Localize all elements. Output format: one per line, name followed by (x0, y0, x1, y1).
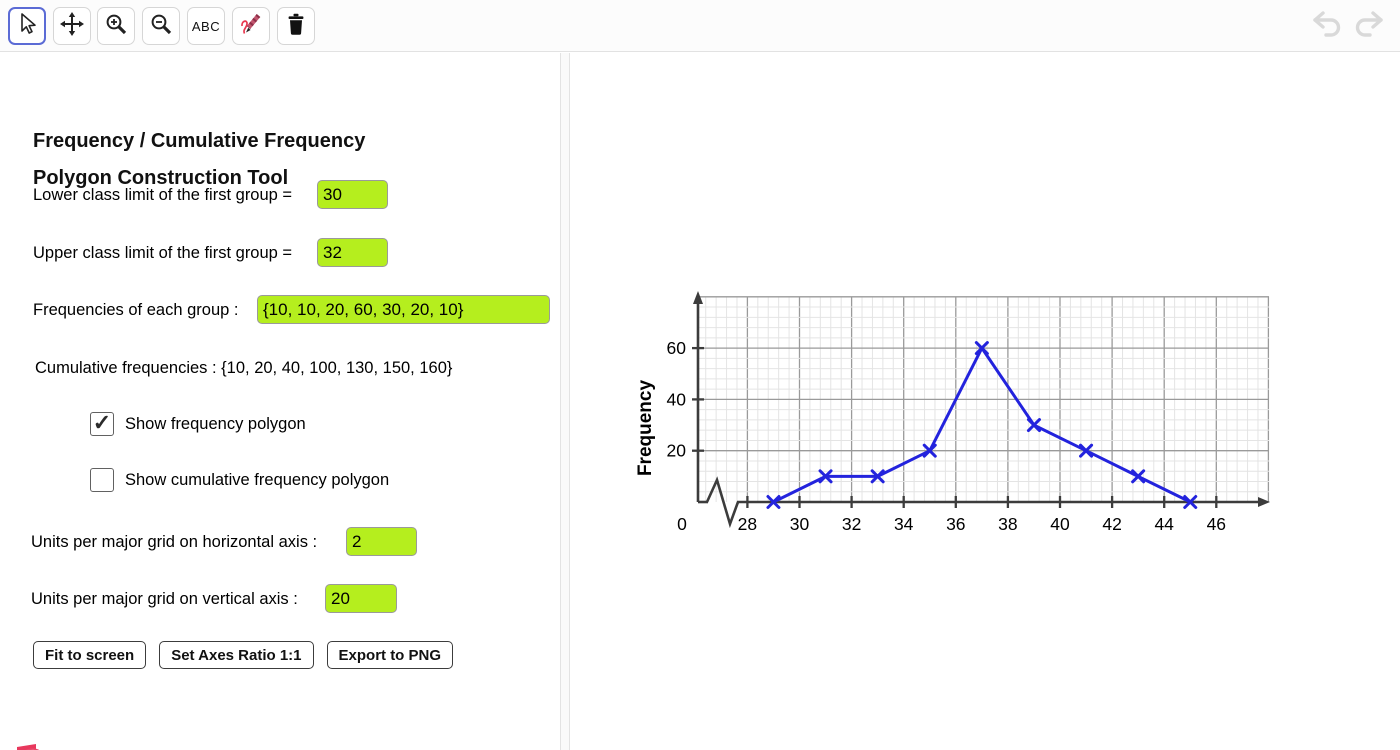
show-frequency-polygon-checkbox[interactable]: ✓ (90, 412, 114, 436)
lower-limit-label: Lower class limit of the first group = (33, 186, 293, 204)
frequency-polygon-chart[interactable]: 28 30 32 34 36 38 40 42 44 46 20 40 60 0 Frequency (570, 52, 1400, 750)
show-cumulative-polygon-label: Show cumulative frequency polygon (125, 470, 390, 489)
action-button-row: Fit to screen Set Axes Ratio 1:1 Export … (33, 641, 454, 669)
move-view-tool-button[interactable] (53, 7, 91, 45)
svg-text:28: 28 (738, 514, 757, 534)
upper-limit-input[interactable] (317, 238, 388, 267)
show-cumulative-polygon-row: ✓ Show cumulative frequency polygon (90, 468, 389, 492)
pen-icon (238, 11, 264, 42)
zoom-out-icon (148, 11, 174, 42)
show-frequency-polygon-row: ✓ Show frequency polygon (90, 412, 306, 436)
svg-text:34: 34 (894, 514, 914, 534)
trash-icon (283, 11, 309, 42)
svg-text:20: 20 (667, 441, 687, 461)
publisher-footer: Modern Educational Research Society, Ltd… (14, 741, 435, 750)
panel-scrollbar[interactable] (560, 53, 570, 750)
move-arrows-icon (59, 11, 85, 42)
delete-tool-button[interactable] (277, 7, 315, 45)
cumulative-frequencies-text: Cumulative frequencies : {10, 20, 40, 10… (35, 359, 453, 377)
svg-text:Frequency: Frequency (635, 380, 656, 477)
svg-text:42: 42 (1102, 514, 1121, 534)
page-title: Frequency / Cumulative Frequency Polygon… (33, 130, 366, 189)
vertical-units-input[interactable] (325, 584, 397, 613)
checkmark-icon: ✓ (92, 410, 112, 435)
show-cumulative-polygon-checkbox[interactable]: ✓ (90, 468, 114, 492)
horizontal-units-input[interactable] (346, 527, 417, 556)
toolbar: ABC (0, 0, 1400, 52)
set-axes-ratio-button[interactable]: Set Axes Ratio 1:1 (159, 641, 314, 669)
svg-text:36: 36 (946, 514, 965, 534)
zoom-in-tool-button[interactable] (97, 7, 135, 45)
svg-text:60: 60 (667, 338, 687, 358)
undo-button[interactable] (1310, 9, 1344, 41)
zoom-in-icon (103, 11, 129, 42)
upper-limit-label: Upper class limit of the first group = (33, 244, 293, 262)
publisher-logo-icon (14, 741, 66, 750)
select-tool-button[interactable] (8, 7, 46, 45)
frequencies-label: Frequencies of each group : (33, 301, 239, 319)
svg-text:40: 40 (1050, 514, 1070, 534)
redo-button[interactable] (1352, 9, 1386, 41)
show-frequency-polygon-label: Show frequency polygon (125, 414, 306, 433)
redo-icon (1352, 9, 1386, 41)
zoom-out-tool-button[interactable] (142, 7, 180, 45)
export-png-button[interactable]: Export to PNG (326, 641, 454, 669)
graphics-view[interactable]: 28 30 32 34 36 38 40 42 44 46 20 40 60 0 Frequency (570, 52, 1400, 750)
control-panel: Frequency / Cumulative Frequency Polygon… (0, 53, 560, 750)
pen-tool-button[interactable] (232, 7, 270, 45)
svg-text:0: 0 (677, 514, 687, 534)
lower-limit-input[interactable] (317, 180, 388, 209)
svg-text:46: 46 (1207, 514, 1226, 534)
svg-text:38: 38 (998, 514, 1017, 534)
fit-to-screen-button[interactable]: Fit to screen (33, 641, 147, 669)
frequencies-input[interactable] (257, 295, 550, 324)
svg-text:40: 40 (667, 389, 687, 409)
svg-text:30: 30 (790, 514, 810, 534)
text-tool-button[interactable]: ABC (187, 7, 225, 45)
svg-text:32: 32 (842, 514, 861, 534)
horizontal-units-label: Units per major grid on horizontal axis … (31, 533, 318, 551)
abc-text-icon: ABC (191, 18, 221, 34)
svg-text:44: 44 (1154, 514, 1174, 534)
undo-icon (1310, 9, 1344, 41)
vertical-units-label: Units per major grid on vertical axis : (31, 590, 298, 608)
cursor-arrow-icon (14, 11, 40, 42)
